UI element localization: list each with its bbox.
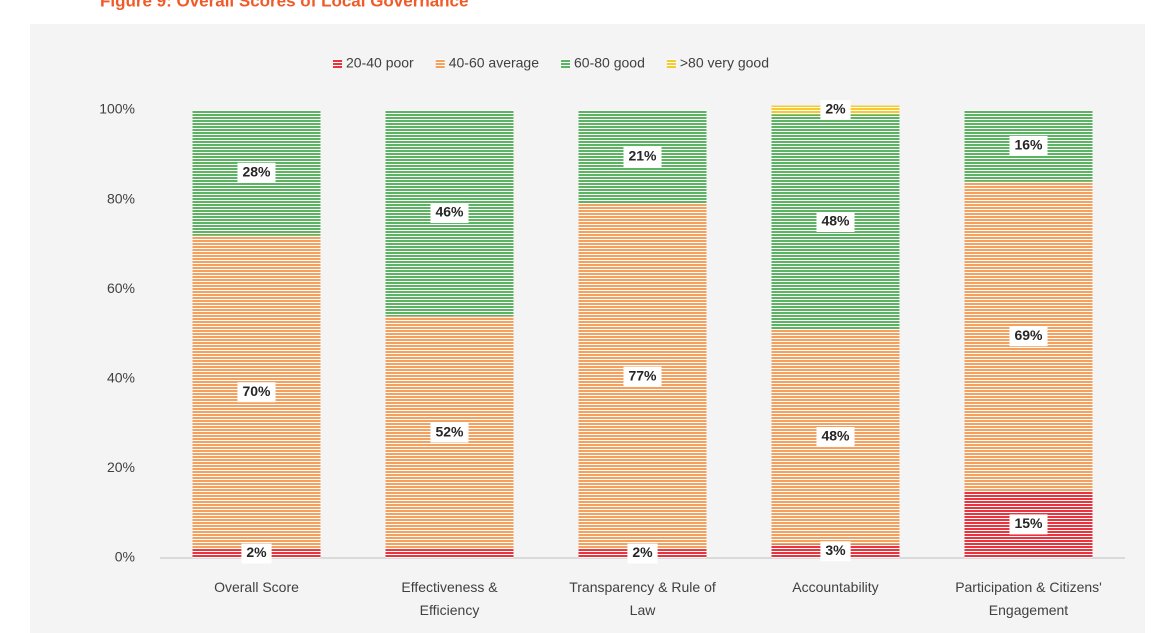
data-label: 69%: [1014, 327, 1043, 343]
data-label: 46%: [435, 204, 464, 220]
data-label: 2%: [246, 544, 267, 560]
legend-label: 60-80 good: [574, 55, 645, 71]
label-background: [241, 543, 272, 564]
label-background: [1009, 135, 1048, 156]
x-tick-label: Participation & Citizens' Engagement: [955, 579, 1102, 618]
y-tick-label: 0%: [115, 549, 135, 565]
bar-segment: [385, 549, 514, 558]
legend: 20-40 poor 40-60 average 60-80 good >80 ver…: [333, 55, 769, 71]
y-tick-label: 60%: [107, 280, 135, 296]
legend-marker: [333, 59, 342, 68]
data-label: 3%: [825, 542, 846, 558]
data-label: 28%: [242, 163, 271, 179]
label-background: [627, 543, 658, 564]
data-label: 48%: [821, 428, 850, 444]
data-label: 15%: [1014, 515, 1043, 531]
x-tick-label: Overall Score: [214, 579, 299, 595]
y-tick-label: 100%: [99, 101, 135, 117]
label-background: [820, 100, 851, 120]
data-label: 16%: [1014, 137, 1043, 153]
label-background: [430, 422, 469, 443]
legend-marker: [435, 59, 445, 68]
chart-title: Figure 9: Overall Scores of Local Govern…: [100, 0, 468, 10]
y-tick-label: 80%: [107, 190, 135, 206]
label-background: [430, 203, 469, 224]
data-label: 48%: [821, 213, 850, 229]
legend-marker: [666, 59, 676, 68]
legend-marker: [561, 59, 571, 68]
x-tick-label: Effectiveness & Efficiency: [401, 579, 498, 618]
data-label: 77%: [628, 367, 657, 383]
label-background: [816, 427, 855, 448]
x-tick-label: Transparency & Rule of Law: [569, 579, 716, 618]
label-background: [1009, 326, 1048, 347]
label-background: [816, 212, 855, 232]
legend-label: 40-60 average: [449, 55, 540, 71]
data-label: 52%: [435, 423, 464, 439]
x-tick-label: Accountability: [792, 579, 879, 595]
label-background: [623, 366, 662, 387]
label-background: [820, 541, 851, 562]
data-label: 2%: [825, 101, 846, 117]
label-background: [237, 162, 276, 183]
legend-label: 20-40 poor: [346, 55, 414, 71]
label-background: [623, 147, 662, 168]
data-label: 2%: [632, 544, 653, 560]
data-label: 21%: [628, 148, 657, 164]
label-background: [1009, 514, 1048, 535]
data-label: 70%: [242, 383, 271, 399]
label-background: [237, 382, 276, 403]
y-tick-label: 40%: [107, 370, 135, 386]
legend-label: >80 very good: [680, 55, 769, 71]
y-tick-label: 20%: [107, 459, 135, 475]
